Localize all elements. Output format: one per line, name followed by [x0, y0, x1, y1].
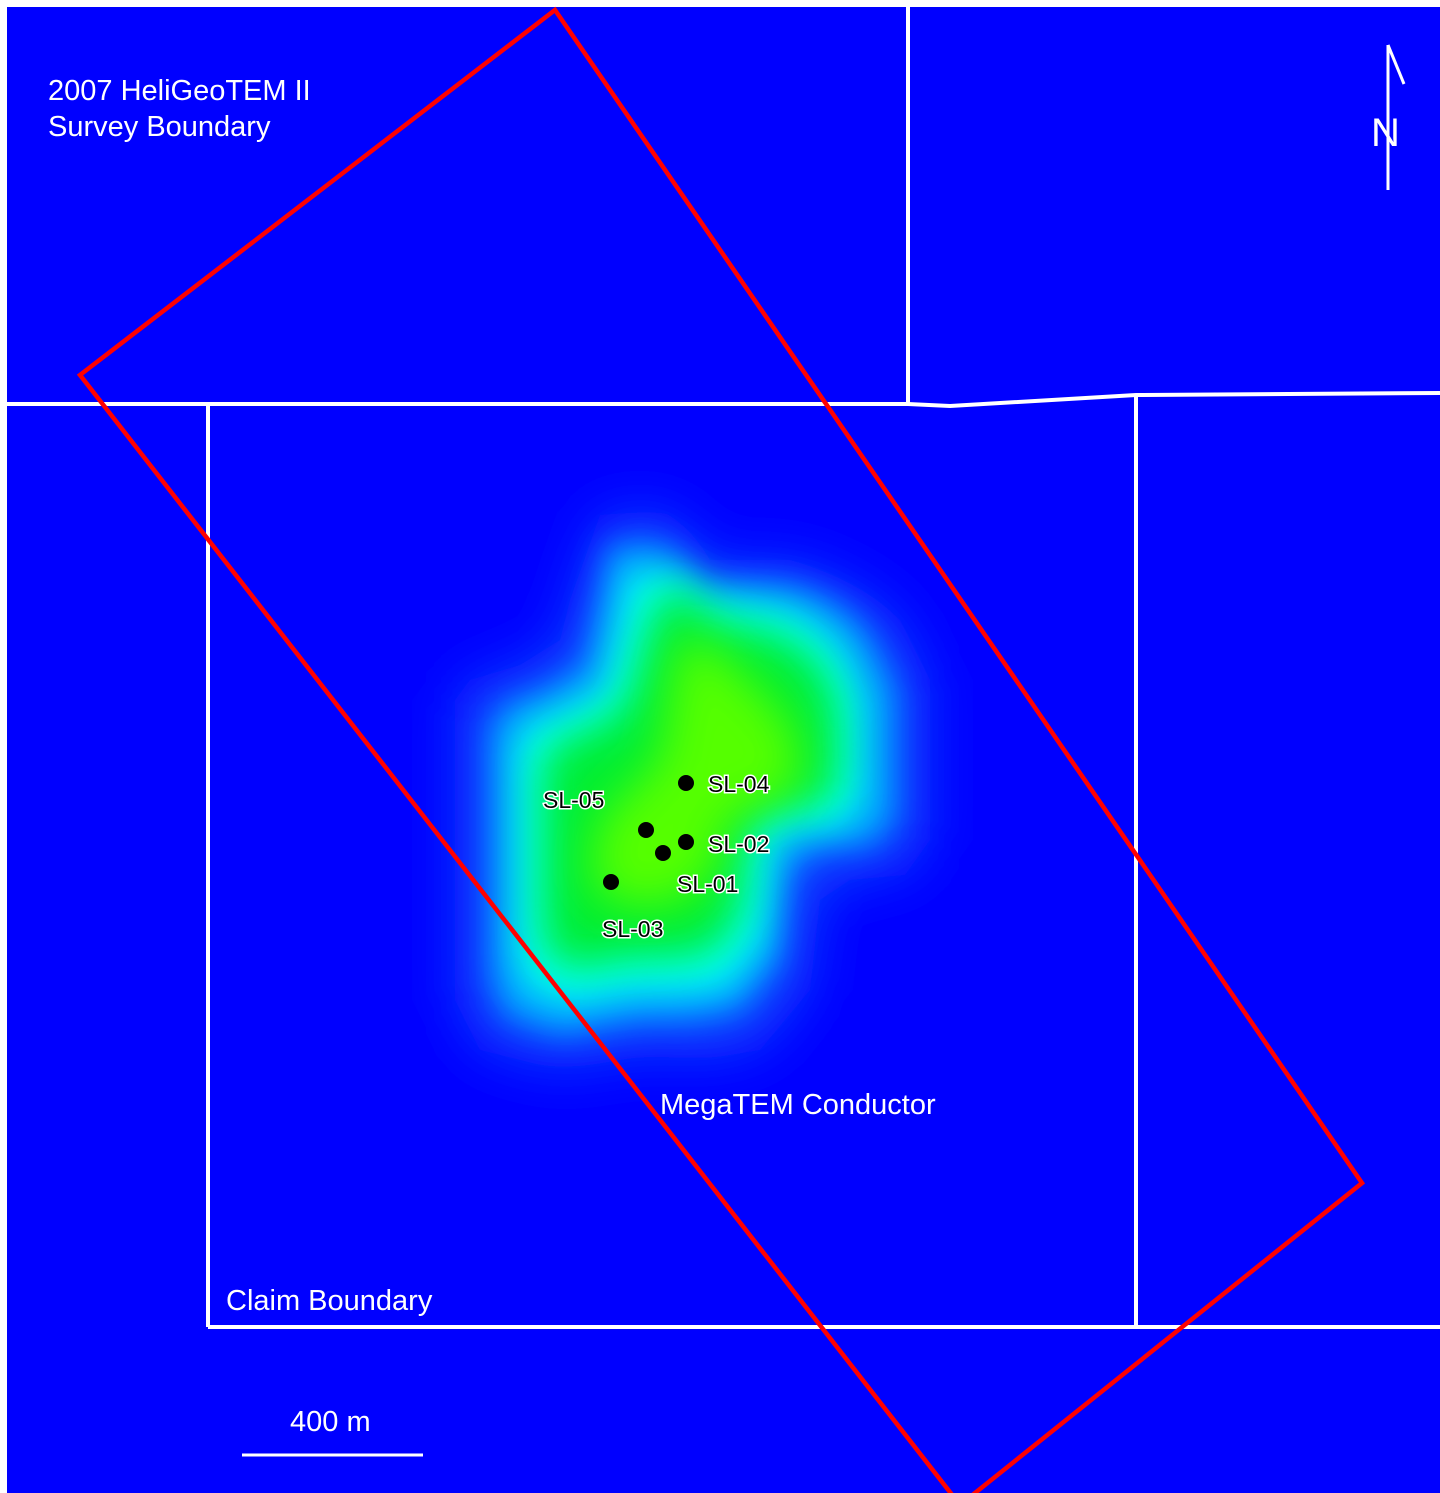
drill-hole-label-sl-01: SL-01 [677, 871, 738, 897]
survey-boundary-label-line2: Survey Boundary [48, 111, 271, 143]
north-label: N [1371, 111, 1400, 155]
drill-hole-marker-icon[interactable] [638, 822, 654, 838]
scale-bar-label: 400 m [290, 1406, 371, 1438]
claim-line-upper-right-horizontal [907, 391, 1440, 409]
drill-hole-label-sl-03: SL-03 [602, 916, 663, 942]
drill-holes: SL-01 SL-02 SL-03 SL-04 SL-05 [542, 770, 772, 944]
survey-boundary [76, 6, 1366, 1493]
drill-hole-marker-icon[interactable] [603, 874, 619, 890]
scale-bar-icon: 400 m [242, 1406, 423, 1457]
drill-hole-label-sl-02: SL-02 [708, 831, 769, 857]
drill-hole-marker-icon[interactable] [678, 834, 694, 850]
drill-hole-label-sl-04: SL-04 [708, 771, 770, 797]
survey-boundary-label-line1: 2007 HeliGeoTEM II [48, 75, 311, 107]
drill-hole-label-sl-05: SL-05 [543, 787, 604, 813]
drill-hole-marker-icon[interactable] [678, 775, 694, 791]
north-arrow-icon: N [1371, 44, 1406, 190]
conductor-core-bright [590, 640, 800, 905]
conductor-label: MegaTEM Conductor [660, 1089, 936, 1121]
drill-hole-marker-icon[interactable] [655, 845, 671, 861]
claim-boundary-label: Claim Boundary [226, 1285, 433, 1317]
